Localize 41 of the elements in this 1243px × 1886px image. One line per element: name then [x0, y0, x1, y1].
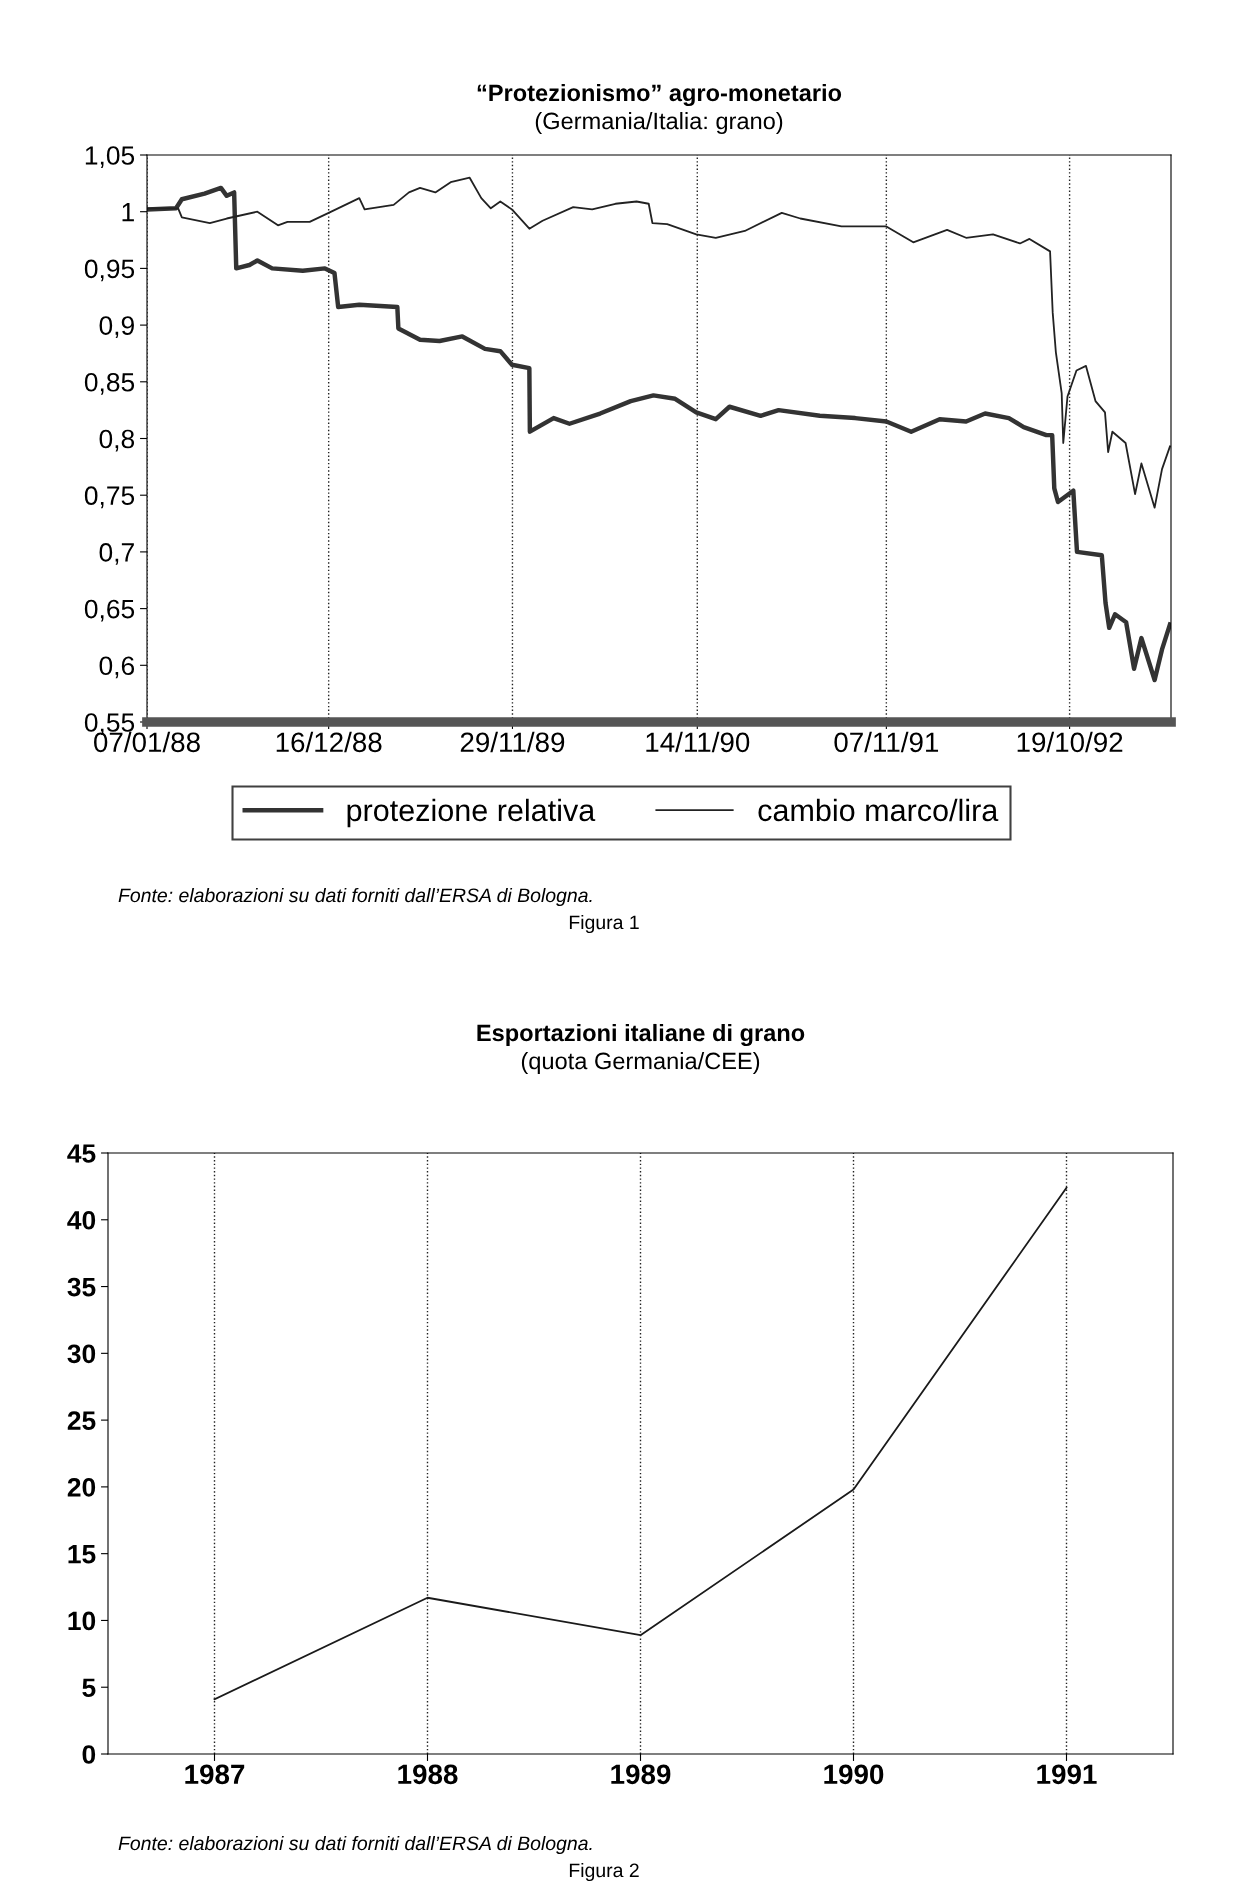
line-series [147, 185, 1171, 683]
y-tick-label: 30 [67, 1344, 96, 1364]
y-tick-label: 35 [67, 1277, 96, 1297]
x-tick-label: 1991 [1037, 1764, 1097, 1785]
x-tick-label: 29/11/89 [460, 731, 565, 753]
y-tick-label: 0,75 [84, 486, 135, 509]
text: Figura 1 [569, 914, 639, 934]
chart-title: Esportazioni italiane di grano [477, 1023, 805, 1047]
x-tick-label: 19/10/92 [1017, 731, 1123, 753]
source-note: Fonte: elaborazioni su dati forniti dall’ERSA di Bologna. [118, 887, 592, 907]
y-tick-label: 1 [122, 203, 134, 222]
y-tick-label: 0,7 [99, 543, 134, 565]
x-tick-label: 1987 [185, 1764, 245, 1785]
y-tick-label: 1,05 [85, 146, 135, 168]
legend-label: cambio marco/lira [758, 798, 999, 822]
x-tick-label: 07/11/91 [834, 731, 939, 753]
legend-label: protezione relativa [347, 798, 596, 828]
y-tick-label: 0,9 [99, 316, 134, 339]
x-tick-label: 1988 [398, 1764, 458, 1785]
x-tick-label: 16/12/88 [276, 731, 382, 753]
y-tick-label: 0,8 [99, 429, 135, 452]
x-tick-label: 14/11/90 [646, 731, 750, 753]
x-tick-label: 1989 [611, 1764, 671, 1785]
y-tick-label: 45 [67, 1144, 96, 1163]
chart-subtitle: (quota Germania/CEE) [521, 1051, 760, 1075]
source-note: Fonte: elaborazioni su dati forniti dall’ERSA di Bologna. [118, 1835, 592, 1855]
text: Figura 2 [569, 1862, 639, 1882]
y-tick-label: 15 [68, 1545, 96, 1564]
y-tick-label: 0,6 [99, 656, 135, 679]
x-tick-label: 1990 [824, 1764, 884, 1785]
y-tick-label: 0,95 [84, 259, 135, 282]
y-tick-label: 5 [82, 1678, 96, 1698]
y-tick-label: 0,85 [84, 372, 135, 395]
y-tick-label: 10 [68, 1611, 96, 1631]
y-tick-label: 25 [67, 1411, 96, 1430]
y-tick-label: 40 [67, 1210, 96, 1230]
y-tick-label: 20 [67, 1478, 96, 1497]
y-tick-label: 0,65 [84, 599, 135, 622]
chart-title: “Protezionismo” agro-monetario [477, 83, 842, 107]
chart-subtitle: (Germania/Italia: grano) [535, 112, 783, 134]
y-tick-label: 0 [82, 1745, 96, 1764]
